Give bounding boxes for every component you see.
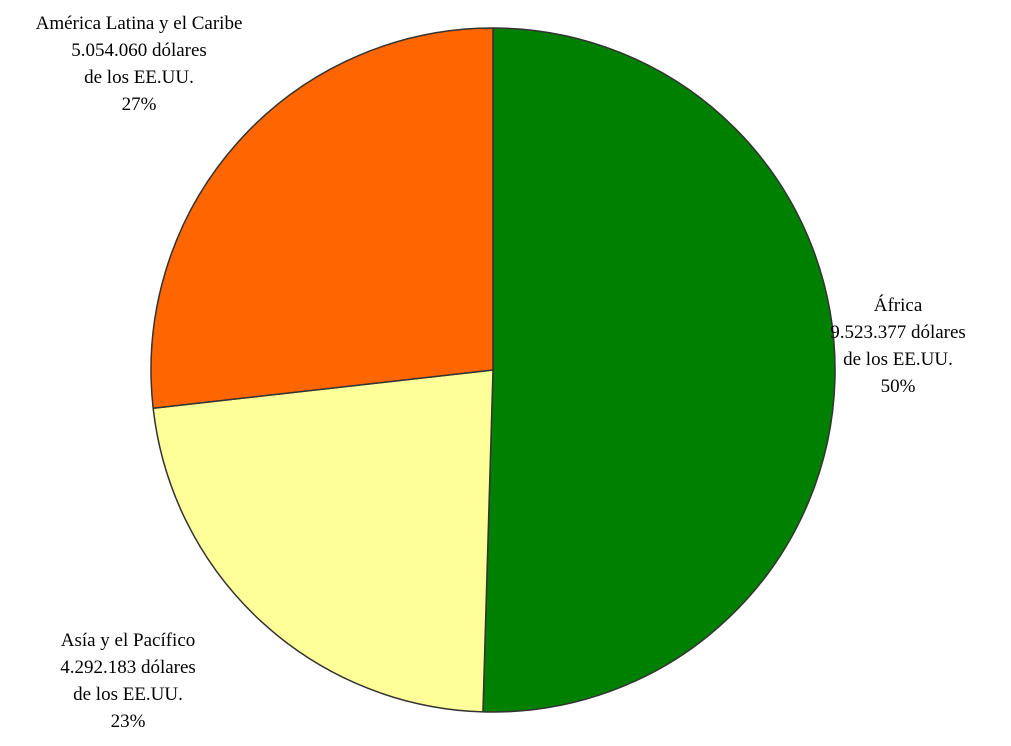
slice-name: América Latina y el Caribe: [35, 13, 243, 34]
slice-amount: 4.292.183 dólares: [60, 657, 196, 678]
slice-amount: 9.523.377 dólares: [830, 322, 966, 343]
pie-slices: [150, 27, 836, 713]
pie-slice-africa: [482, 27, 836, 713]
slice-unit: de los EE.UU.: [73, 684, 183, 705]
slice-percent: 23%: [110, 711, 146, 732]
slice-unit: de los EE.UU.: [84, 67, 194, 88]
pie-slice-america-latina-y-el-caribe: [150, 27, 494, 410]
slice-percent: 50%: [880, 376, 916, 397]
pie-slice-asia-y-el-pacifico: [152, 369, 494, 713]
slice-unit: de los EE.UU.: [843, 349, 953, 370]
slice-percent: 27%: [121, 94, 157, 115]
slice-label-asia-pacific: Asía y el Pacífico 4.292.183 dólares de …: [8, 627, 248, 735]
slice-label-latin-america-caribbean: América Latina y el Caribe 5.054.060 dól…: [0, 10, 278, 118]
slice-name: África: [873, 295, 923, 316]
slice-name: Asía y el Pacífico: [60, 630, 196, 651]
slice-label-africa: África 9.523.377 dólares de los EE.UU. 5…: [778, 292, 1011, 400]
slice-amount: 5.054.060 dólares: [71, 40, 207, 61]
